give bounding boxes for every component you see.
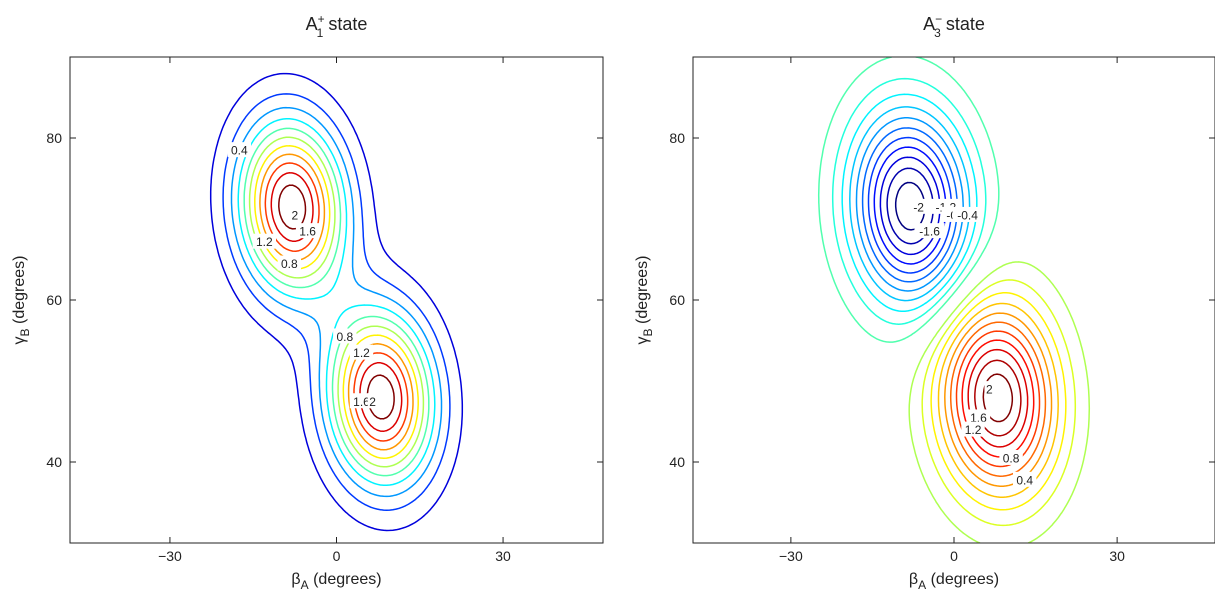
contour-level-0_2 [908, 261, 1091, 543]
title-sup: − [935, 12, 942, 26]
x-tick-label: 30 [495, 548, 511, 564]
contour-label-bg [227, 142, 252, 158]
title-sup: + [318, 12, 325, 26]
title-rest: state [941, 14, 985, 34]
contour-lines [817, 57, 1091, 543]
contour-label: 1.2 [353, 346, 370, 360]
contour-label: 0.8 [336, 330, 353, 344]
title-main: A [923, 14, 935, 34]
x-tick-label: 0 [333, 548, 341, 564]
contour-label: -0.4 [957, 208, 978, 222]
contour-label-bg [984, 381, 995, 397]
contour-label: 1.6 [970, 411, 987, 425]
contour-label: 1.2 [256, 235, 273, 249]
contour-level-m0_8 [849, 106, 971, 302]
contour-label-bg [367, 393, 378, 409]
contour-label: 1.6 [353, 395, 370, 409]
contour-level-0_4 [222, 93, 451, 511]
contour-label-bg [349, 393, 374, 409]
contour-label-bg [966, 409, 991, 425]
chart-title: A+ 1 state [306, 12, 368, 40]
contour-lines [209, 72, 464, 532]
contour-level-1 [944, 312, 1053, 487]
contour-level-1_4 [955, 330, 1041, 468]
contour-label-bg [252, 233, 277, 249]
contour-level-m0_2 [817, 57, 1000, 343]
contour-label: 0.8 [1003, 451, 1020, 465]
y-tick-label: 80 [46, 130, 62, 146]
contour-label: 1.6 [299, 225, 316, 239]
contour-label-bg [277, 255, 302, 271]
contour-level-m1_8 [879, 156, 941, 256]
contour-level-0_8 [937, 302, 1059, 498]
title-rest: state [323, 14, 367, 34]
x-tick-label: 0 [950, 548, 958, 564]
contour-label-bg [999, 449, 1023, 465]
contour-panel-2: -2-1.6-1.2-0.8-0.421.61.20.80.4−30030406… [634, 12, 1215, 592]
y-tick-label: 60 [46, 292, 62, 308]
contour-level-0_6 [930, 292, 1067, 511]
y-tick-label: 40 [46, 454, 62, 470]
contour-level-0_2 [209, 72, 464, 532]
contour-label: 2 [292, 208, 299, 222]
title-sub: 3 [934, 26, 941, 40]
contour-level-m1 [855, 117, 964, 292]
contour-level-1_8 [264, 162, 409, 442]
y-tick-label: 80 [669, 130, 685, 146]
contour-level-0_8 [237, 117, 436, 487]
contour-level-m0_6 [841, 93, 978, 313]
contour-label-bg [349, 344, 374, 360]
contour-level-m1_4 [867, 136, 953, 274]
contour-label: 0.8 [281, 257, 298, 271]
contour-level-0_6 [230, 106, 443, 498]
x-axis-label: βA (degrees) [909, 571, 999, 592]
contour-label-bg [289, 206, 300, 222]
contour-label: -1.6 [919, 225, 940, 239]
contour-level-0_4 [921, 279, 1077, 527]
contour-label-bg [961, 421, 985, 437]
contour-label: 2 [986, 383, 993, 397]
contour-label: 0.4 [1016, 473, 1033, 487]
contour-level-1_2 [248, 136, 425, 468]
contour-level-1_6 [961, 339, 1035, 458]
x-axis-label: βA (degrees) [291, 571, 381, 592]
contour-label-bg [295, 223, 320, 239]
contour-level-1_4 [254, 145, 419, 460]
plot-frame [69, 56, 604, 544]
title-main: A [306, 14, 318, 34]
x-tick-label: −30 [779, 548, 803, 564]
title-sub: 1 [317, 26, 324, 40]
contour-label-bg [914, 223, 945, 239]
plot-frame [692, 56, 1215, 544]
contour-label: 2 [369, 395, 376, 409]
contour-label-bg [333, 328, 357, 344]
y-axis-label: γB (degrees) [11, 256, 32, 345]
chart-title: A− 3 state [923, 12, 985, 40]
contour-label-bg [910, 198, 927, 214]
contour-label-bg [1012, 471, 1037, 487]
y-axis-label: γB (degrees) [634, 256, 655, 345]
y-tick-label: 60 [669, 292, 685, 308]
y-tick-label: 40 [669, 454, 685, 470]
contour-label: -2 [913, 200, 924, 214]
x-tick-label: −30 [158, 548, 182, 564]
contour-level-1_6 [259, 153, 414, 451]
contour-level-1 [243, 127, 430, 477]
x-tick-label: 30 [1109, 548, 1125, 564]
contour-label: 1.2 [965, 423, 982, 437]
contour-level-1_2 [949, 321, 1047, 477]
contour-level-m0_4 [831, 77, 987, 325]
contour-label-bg [952, 206, 983, 222]
contour-label: 0.4 [231, 144, 248, 158]
